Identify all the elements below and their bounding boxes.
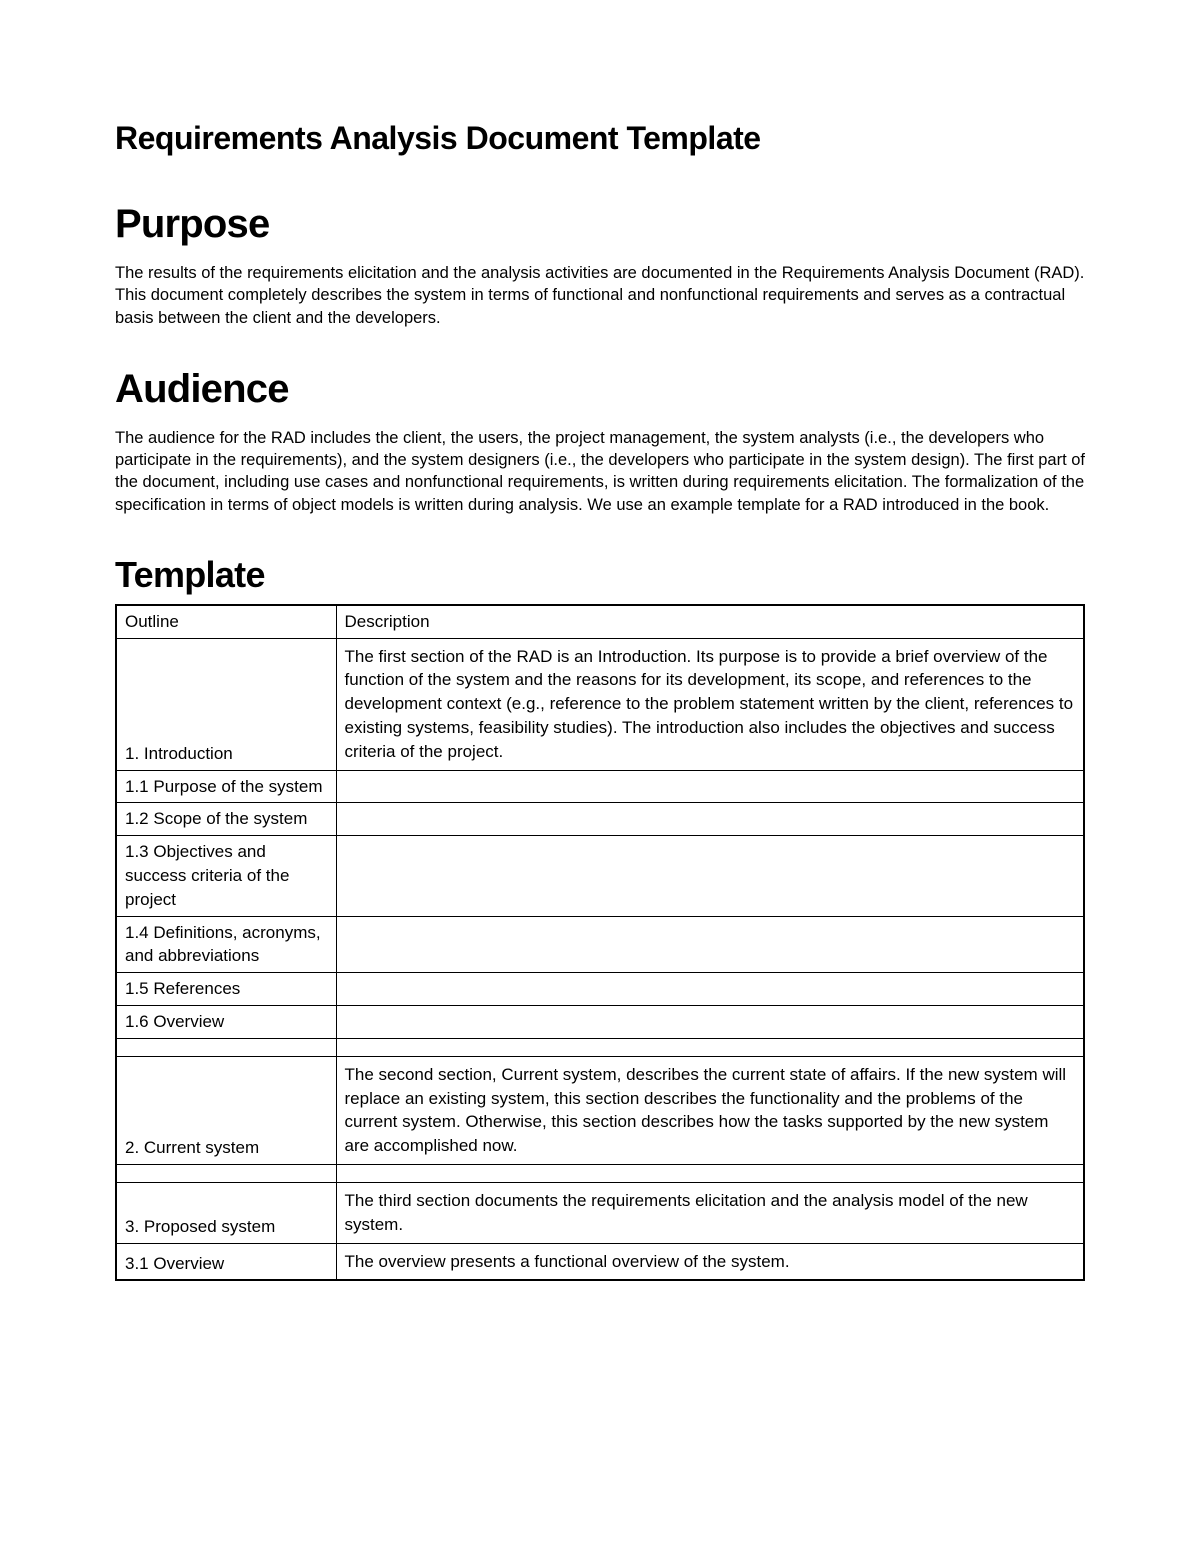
table-row: 1.4 Definitions, acronyms, and abbreviat… xyxy=(116,916,1084,973)
description-cell: The second section, Current system, desc… xyxy=(336,1056,1084,1164)
description-cell: The first section of the RAD is an Intro… xyxy=(336,638,1084,770)
outline-cell: 1.6 Overview xyxy=(116,1006,336,1039)
outline-cell: 3.1 Overview xyxy=(116,1243,336,1280)
outline-cell: 1.4 Definitions, acronyms, and abbreviat… xyxy=(116,916,336,973)
outline-cell: 1.2 Scope of the system xyxy=(116,803,336,836)
spacer-cell xyxy=(116,1165,336,1183)
table-row: 3. Proposed systemThe third section docu… xyxy=(116,1183,1084,1244)
purpose-body: The results of the requirements elicitat… xyxy=(115,262,1085,329)
spacer-cell xyxy=(116,1038,336,1056)
description-header: Description xyxy=(336,605,1084,638)
table-row: 1.2 Scope of the system xyxy=(116,803,1084,836)
description-cell: The third section documents the requirem… xyxy=(336,1183,1084,1244)
table-row: 1.5 References xyxy=(116,973,1084,1006)
audience-heading: Audience xyxy=(115,367,1085,412)
description-cell xyxy=(336,973,1084,1006)
table-row: 1. IntroductionThe first section of the … xyxy=(116,638,1084,770)
page-title: Requirements Analysis Document Template xyxy=(115,120,1085,157)
spacer-cell xyxy=(336,1038,1084,1056)
table-row: 2. Current systemThe second section, Cur… xyxy=(116,1056,1084,1164)
template-table: Outline Description 1. IntroductionThe f… xyxy=(115,604,1085,1282)
table-row xyxy=(116,1038,1084,1056)
description-cell xyxy=(336,803,1084,836)
template-heading: Template xyxy=(115,554,1085,596)
table-row: 1.6 Overview xyxy=(116,1006,1084,1039)
outline-cell: 1. Introduction xyxy=(116,638,336,770)
description-cell xyxy=(336,836,1084,916)
description-cell xyxy=(336,916,1084,973)
table-row xyxy=(116,1165,1084,1183)
outline-cell: 1.5 References xyxy=(116,973,336,1006)
outline-cell: 2. Current system xyxy=(116,1056,336,1164)
purpose-heading: Purpose xyxy=(115,202,1085,247)
table-header-row: Outline Description xyxy=(116,605,1084,638)
table-row: 1.1 Purpose of the system xyxy=(116,770,1084,803)
outline-header: Outline xyxy=(116,605,336,638)
outline-cell: 3. Proposed system xyxy=(116,1183,336,1244)
table-row: 3.1 OverviewThe overview presents a func… xyxy=(116,1243,1084,1280)
description-cell xyxy=(336,770,1084,803)
table-row: 1.3 Objectives and success criteria of t… xyxy=(116,836,1084,916)
description-cell xyxy=(336,1006,1084,1039)
description-cell: The overview presents a functional overv… xyxy=(336,1243,1084,1280)
table-body: 1. IntroductionThe first section of the … xyxy=(116,638,1084,1280)
spacer-cell xyxy=(336,1165,1084,1183)
outline-cell: 1.3 Objectives and success criteria of t… xyxy=(116,836,336,916)
outline-cell: 1.1 Purpose of the system xyxy=(116,770,336,803)
audience-body: The audience for the RAD includes the cl… xyxy=(115,427,1085,516)
